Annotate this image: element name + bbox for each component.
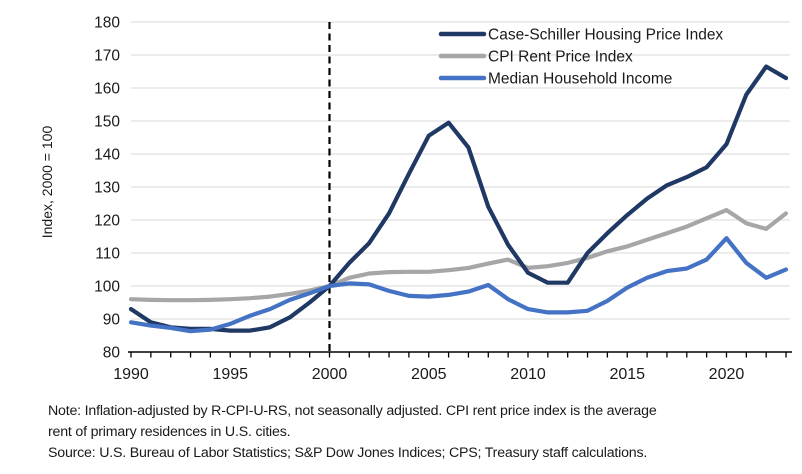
x-tick-label-1990: 1990	[113, 366, 149, 383]
y-tick-label-110: 110	[95, 246, 120, 263]
x-tick-label-2000: 2000	[312, 366, 348, 383]
series-line-cpi-rent	[128, 208, 789, 303]
x-tick-label-2005: 2005	[411, 366, 447, 383]
y-tick-label-180: 180	[94, 15, 120, 32]
source-text: Source: U.S. Bureau of Labor Statistics;…	[48, 445, 648, 461]
note-text-line2: rent of primary residences in U.S. citie…	[48, 424, 291, 440]
line-chart-canvas: 80 90 100 110 120 130 140 150 160 170 180 1990 1995 2…	[39, 15, 792, 384]
chart-legend: Case-Schiller Housing Price Index CPI Ren…	[438, 27, 723, 88]
gridlines-layer	[131, 21, 790, 320]
y-tick-label-130: 130	[94, 180, 120, 197]
y-axis-title: Index, 2000 = 100	[39, 126, 55, 239]
x-tick-label-2010: 2010	[510, 366, 546, 383]
y-tick-label-150: 150	[94, 114, 120, 131]
tick-labels-layer: 80 90 100 110 120 130 140 150 160 170 180 1990 1995 2…	[94, 15, 744, 384]
note-text-line1: Note: Inflation-adjusted by R-CPI-U-RS, …	[48, 403, 657, 419]
x-tick-label-1995: 1995	[212, 366, 248, 383]
legend-label-cpi-rent: CPI Rent Price Index	[488, 49, 633, 66]
y-tick-label-100: 100	[94, 279, 120, 296]
y-tick-label-170: 170	[94, 48, 120, 65]
chart-footnotes: Note: Inflation-adjusted by R-CPI-U-RS, …	[48, 401, 788, 464]
x-tick-label-2020: 2020	[709, 366, 745, 383]
y-tick-label-90: 90	[103, 312, 121, 329]
y-tick-label-160: 160	[94, 81, 120, 98]
legend-label-case-shiller: Case-Schiller Housing Price Index	[488, 27, 723, 44]
series-line-median-income	[128, 236, 789, 334]
legend-label-median-income: Median Household Income	[488, 71, 672, 88]
x-tick-label-2015: 2015	[609, 366, 645, 383]
y-tick-label-120: 120	[94, 213, 120, 230]
series-layer	[128, 64, 789, 334]
x-axis	[128, 351, 792, 358]
series-line-case-shiller	[128, 64, 789, 333]
y-tick-label-80: 80	[103, 345, 121, 362]
y-tick-label-140: 140	[94, 147, 120, 164]
